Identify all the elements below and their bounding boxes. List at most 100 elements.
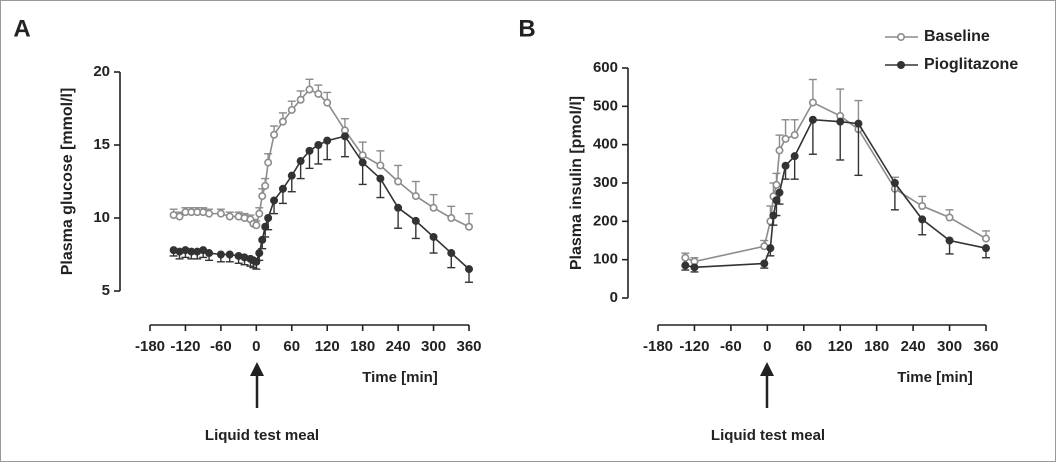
y-tick-label: 300 xyxy=(593,174,618,191)
marker xyxy=(447,214,456,223)
x-tick-label: 0 xyxy=(763,338,771,355)
error-bar xyxy=(836,121,845,161)
y-tick-label: 100 xyxy=(593,251,618,268)
y-tick-label: 0 xyxy=(610,289,618,306)
series-line xyxy=(685,118,987,269)
x-tick-label: 60 xyxy=(795,338,812,355)
marker xyxy=(205,209,214,218)
legend-label: Baseline xyxy=(924,28,990,45)
marker xyxy=(358,151,367,160)
marker xyxy=(790,152,799,161)
marker xyxy=(261,181,270,190)
y-tick-label: 500 xyxy=(593,97,618,114)
marker xyxy=(255,249,264,258)
marker xyxy=(808,115,817,124)
marker xyxy=(305,85,314,94)
marker xyxy=(781,134,790,143)
marker xyxy=(278,184,287,193)
x-axis-label: Time [min] xyxy=(362,369,438,386)
marker xyxy=(429,203,438,212)
marker xyxy=(340,132,349,141)
marker xyxy=(261,222,270,231)
x-tick-label: 300 xyxy=(937,338,962,355)
marker xyxy=(314,141,323,150)
marker xyxy=(323,98,332,107)
marker xyxy=(264,158,273,167)
x-tick-label: 180 xyxy=(864,338,889,355)
marker xyxy=(296,157,305,166)
y-axis-label: Plasma glucose [mmol/l] xyxy=(59,88,76,276)
marker xyxy=(681,261,690,270)
marker xyxy=(296,95,305,104)
x-tick-label: -180 xyxy=(643,338,673,355)
x-tick-label: -120 xyxy=(679,338,709,355)
marker xyxy=(255,209,264,218)
marker xyxy=(766,244,775,253)
x-tick-label: -120 xyxy=(170,338,200,355)
marker xyxy=(264,214,273,223)
error-bar xyxy=(890,183,899,211)
y-tick-label: 20 xyxy=(93,63,110,80)
series-line xyxy=(173,88,470,228)
x-tick-label: 300 xyxy=(421,338,446,355)
marker xyxy=(270,196,279,205)
marker xyxy=(854,119,863,128)
x-tick-label: 120 xyxy=(828,338,853,355)
marker xyxy=(681,253,690,262)
marker xyxy=(305,146,314,155)
marker xyxy=(258,235,267,244)
marker xyxy=(411,216,420,225)
marker xyxy=(252,221,261,230)
x-tick-label: 360 xyxy=(456,338,481,355)
marker xyxy=(781,161,790,170)
marker xyxy=(323,136,332,145)
marker xyxy=(258,192,267,201)
marker xyxy=(376,174,385,183)
marker xyxy=(775,188,784,197)
marker xyxy=(808,98,817,107)
legend-marker xyxy=(896,60,905,69)
marker xyxy=(358,158,367,167)
legend-label: Pioglitazone xyxy=(924,56,1018,73)
panel-label: A xyxy=(13,15,30,42)
y-tick-label: 600 xyxy=(593,59,618,76)
x-tick-label: -60 xyxy=(210,338,232,355)
meal-arrow-b xyxy=(760,362,774,408)
y-tick-label: 15 xyxy=(93,136,110,153)
marker xyxy=(225,250,234,259)
marker xyxy=(772,180,781,189)
marker xyxy=(769,211,778,220)
marker xyxy=(890,179,899,188)
marker xyxy=(270,130,279,139)
marker xyxy=(429,232,438,241)
marker xyxy=(175,212,184,221)
marker xyxy=(216,250,225,259)
series-line xyxy=(685,101,987,263)
marker xyxy=(836,117,845,126)
marker xyxy=(216,209,225,218)
marker xyxy=(918,215,927,224)
marker xyxy=(376,161,385,170)
marker xyxy=(790,131,799,140)
marker xyxy=(394,203,403,212)
marker xyxy=(314,89,323,98)
x-tick-label: 180 xyxy=(350,338,375,355)
x-axis-label: Time [min] xyxy=(897,369,973,386)
marker xyxy=(775,146,784,155)
error-bar xyxy=(854,123,863,177)
x-tick-label: -60 xyxy=(720,338,742,355)
marker xyxy=(918,202,927,211)
x-tick-label: 240 xyxy=(901,338,926,355)
x-tick-label: 360 xyxy=(973,338,998,355)
marker xyxy=(278,117,287,126)
y-tick-label: 400 xyxy=(593,136,618,153)
marker xyxy=(981,244,990,253)
y-tick-label: 5 xyxy=(102,282,110,299)
x-tick-label: -180 xyxy=(135,338,165,355)
marker xyxy=(464,265,473,274)
marker xyxy=(464,222,473,231)
marker xyxy=(252,257,261,266)
panel-label: B xyxy=(518,15,535,42)
